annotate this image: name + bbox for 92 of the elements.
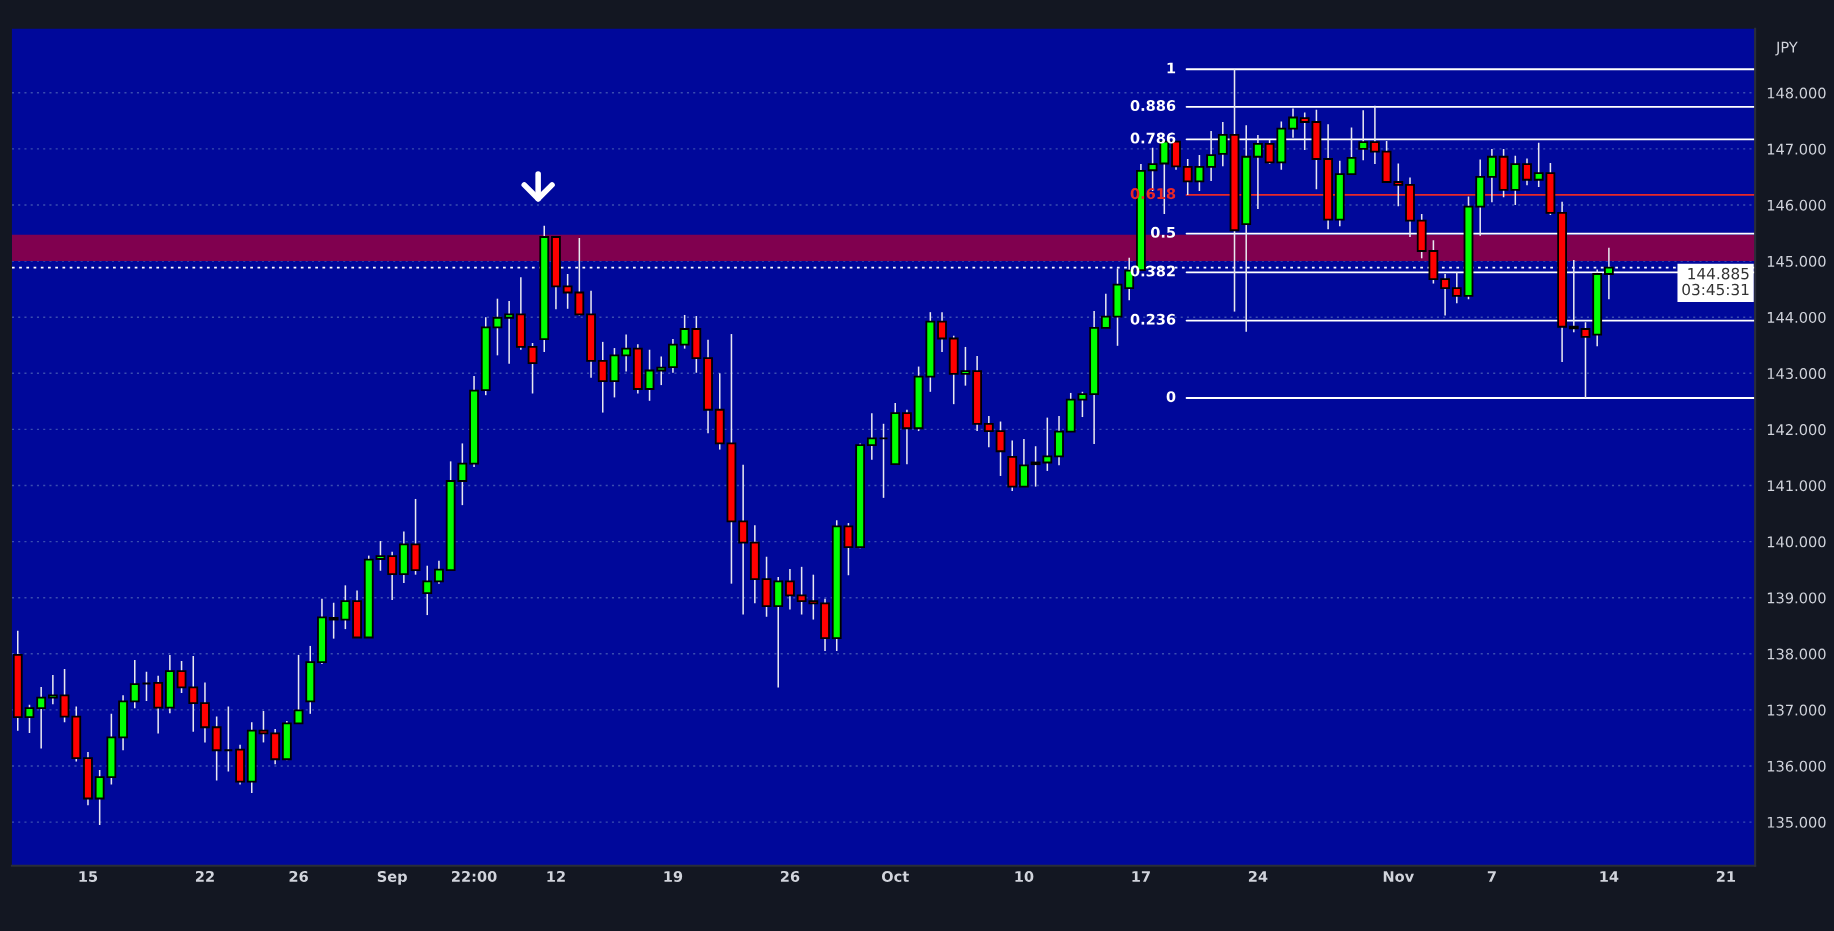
y-tick-label: 136.000 (1767, 760, 1826, 772)
candlestick (1393, 162, 1404, 207)
x-tick-label: 21 (1716, 870, 1736, 882)
y-tick-label: 137.000 (1767, 704, 1826, 716)
candlestick (995, 420, 1006, 477)
candlestick (1487, 148, 1497, 203)
annotation: 0.5 (1150, 226, 1176, 238)
candlestick (902, 408, 912, 465)
candlestick (129, 659, 140, 709)
y-tick-label: 139.000 (1767, 592, 1826, 604)
candlestick (668, 338, 678, 374)
candlestick (738, 463, 749, 616)
candlestick (24, 704, 35, 734)
candlestick (937, 311, 947, 353)
y-tick-label: 148.000 (1767, 87, 1826, 99)
y-axis-title: JPY (1775, 41, 1798, 56)
candlestick (1580, 321, 1591, 399)
candlestick (656, 355, 667, 386)
ref-line-label: 144.885 (1688, 267, 1749, 280)
candlestick (211, 715, 222, 782)
annotation: 1 (1167, 62, 1176, 74)
annotation: 0.236 (1130, 313, 1176, 325)
candlestick (1358, 109, 1369, 161)
candlestick (47, 674, 58, 706)
candlestick (188, 655, 199, 733)
candlestick (983, 415, 994, 449)
candlestick (1604, 246, 1614, 301)
candlestick (36, 686, 47, 750)
x-tick-label: 7 (1487, 871, 1496, 882)
candlestick (1217, 121, 1228, 168)
candlestick (176, 660, 187, 694)
candlestick (1451, 271, 1462, 304)
candlestick (59, 668, 70, 723)
x-tick-label: 26 (289, 870, 308, 882)
y-tick-label: 140.000 (1767, 536, 1826, 548)
candlestick (866, 412, 877, 461)
candlestick (387, 550, 398, 601)
x-tick-label: 22:00 (451, 870, 497, 882)
candlestick (1370, 104, 1380, 165)
candlestick (1100, 292, 1111, 329)
candlestick (785, 568, 795, 611)
annotation: 0 (1166, 391, 1176, 403)
candlestick (1253, 134, 1263, 210)
candlestick (1568, 259, 1579, 334)
x-tick-label: Sep (377, 870, 407, 885)
candlestick (1288, 107, 1298, 139)
annotation: 0.886 (1130, 100, 1176, 112)
candlestick (1019, 438, 1029, 488)
y-tick-label: 143.000 (1767, 368, 1826, 380)
y-tick-label: 146.000 (1767, 199, 1826, 211)
y-tick-label: 135.000 (1767, 816, 1826, 828)
candlestick (492, 297, 503, 357)
candlestick (621, 333, 632, 373)
candlestick (1182, 158, 1193, 196)
y-tick-label: 145.000 (1767, 255, 1826, 267)
candlestick (504, 300, 515, 365)
x-tick-label: 12 (547, 870, 565, 882)
y-tick-label: 141.000 (1767, 480, 1826, 492)
x-tick-label: 14 (1600, 871, 1619, 882)
x-tick-label: 26 (780, 870, 800, 882)
x-tick-label: 10 (1015, 870, 1034, 882)
y-tick-label: 144.000 (1767, 311, 1826, 323)
candlestick (434, 559, 444, 585)
candlestick (1533, 141, 1544, 188)
candlestick (1206, 130, 1216, 182)
candlestick (527, 342, 538, 395)
x-tick-label: 15 (79, 871, 98, 882)
x-tick-label: Oct (881, 870, 909, 882)
x-tick-label: 24 (1248, 870, 1268, 882)
x-tick-label: 22 (195, 870, 214, 882)
annotation: 03:45:31 (1682, 283, 1749, 296)
candlestick (1440, 273, 1450, 317)
x-tick-label: Nov (1383, 871, 1414, 882)
y-tick-label: 138.000 (1767, 648, 1826, 660)
x-tick-label: 19 (664, 870, 683, 882)
candlestick (1522, 157, 1532, 187)
candlestick (422, 564, 433, 616)
candlestick (1194, 154, 1205, 192)
candlestick (960, 346, 971, 387)
candlestick (597, 341, 608, 414)
candlestick (1264, 139, 1275, 165)
candlestick (644, 348, 655, 402)
candlestick (843, 522, 854, 577)
candlestick (293, 654, 304, 725)
candlestick (1299, 111, 1310, 151)
candlestick (1346, 126, 1357, 176)
candlestick (375, 540, 386, 572)
y-tick-label: 142.000 (1767, 424, 1826, 436)
candlestick (1077, 391, 1088, 418)
x-tick-label: 17 (1132, 871, 1150, 882)
annotation: 0.786 (1130, 132, 1176, 144)
y-tick-label: 147.000 (1767, 143, 1826, 155)
